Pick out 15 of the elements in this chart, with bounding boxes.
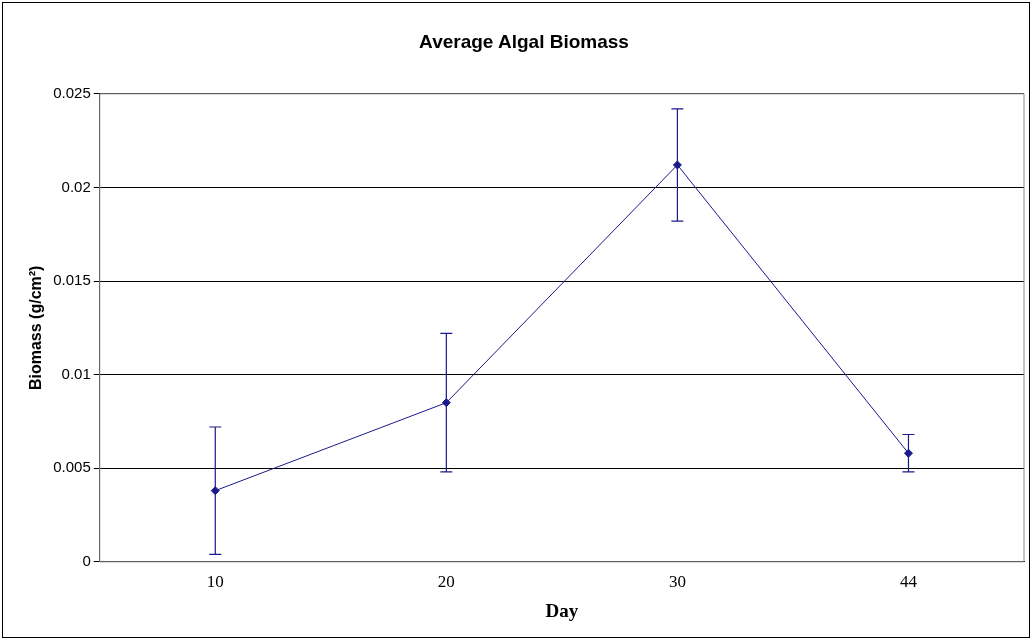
y-tick-label: 0.01: [61, 364, 91, 382]
x-tick-label: 20: [437, 572, 455, 592]
y-axis-title: Biomass (g/cm²): [27, 265, 45, 391]
point: [903, 448, 913, 458]
x-tick-label: 30: [668, 572, 686, 592]
y-tick-label: 0: [82, 551, 91, 569]
chart-title: Average Algal Biomass: [419, 30, 629, 52]
x-tick-label: 10: [206, 572, 224, 592]
y-tick-label: 0.015: [53, 271, 91, 289]
y-tick-label: 0.02: [61, 177, 91, 195]
x-axis-title: Day: [545, 599, 579, 621]
y-tick-label: 0.025: [53, 83, 91, 101]
point: [672, 160, 682, 170]
x-tick-label: 44: [899, 572, 918, 592]
y-tick-label: 0.005: [53, 458, 91, 476]
